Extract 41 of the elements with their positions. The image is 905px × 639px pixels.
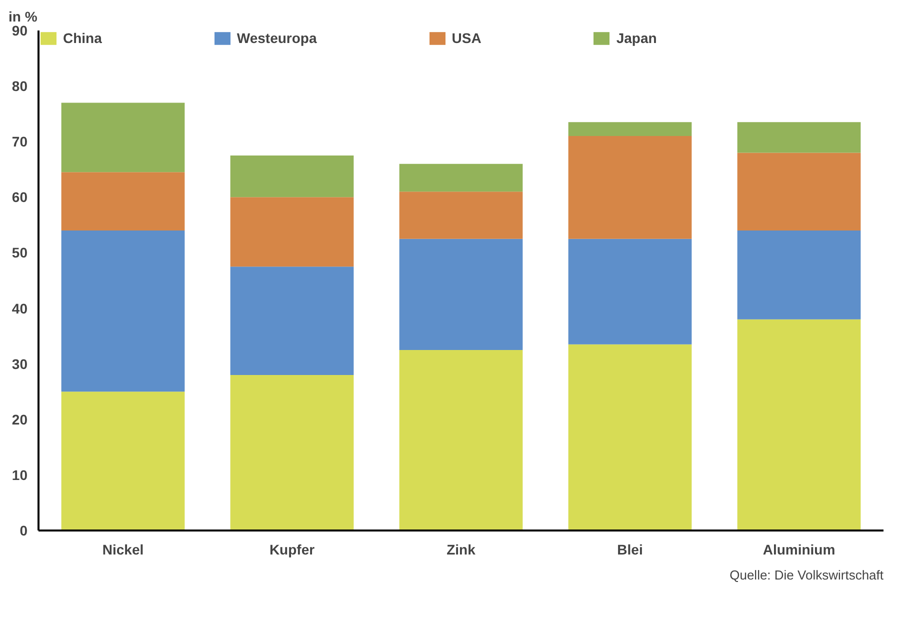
bar xyxy=(737,319,861,530)
bar xyxy=(568,122,692,136)
bar xyxy=(61,392,185,530)
bar xyxy=(737,230,861,320)
y-tick-label: 30 xyxy=(12,356,28,372)
bar xyxy=(230,197,354,267)
x-tick-label: Aluminium xyxy=(762,542,836,558)
bar xyxy=(230,266,354,375)
bar xyxy=(399,164,523,192)
y-tick-label: 90 xyxy=(12,22,28,38)
y-tick-label: 60 xyxy=(12,189,28,206)
y-tick-label: 50 xyxy=(12,244,28,261)
bar xyxy=(61,102,185,172)
y-tick-label: 40 xyxy=(12,300,28,316)
y-tick-label: 10 xyxy=(12,466,28,483)
x-tick-label: Zink xyxy=(446,542,476,558)
bar xyxy=(737,152,861,230)
x-tick-label: Kupfer xyxy=(269,542,316,558)
bar xyxy=(568,136,692,239)
bar xyxy=(568,238,692,344)
y-tick-label: 70 xyxy=(12,134,28,150)
bar xyxy=(399,192,523,239)
bar xyxy=(230,156,354,198)
bar xyxy=(399,238,523,350)
legend-label: China xyxy=(63,30,102,46)
bar xyxy=(230,374,354,530)
bar xyxy=(737,122,861,153)
y-tick-label: 20 xyxy=(12,411,28,428)
bar xyxy=(568,344,692,530)
x-tick-label: Nickel xyxy=(102,542,144,558)
bar xyxy=(61,230,185,392)
x-tick-label: Blei xyxy=(617,542,643,558)
bar xyxy=(399,350,523,530)
source-note: Quelle: Die Volkswirtschaft xyxy=(730,568,884,582)
legend-label: Westeuropa xyxy=(236,30,317,46)
y-tick-label: 80 xyxy=(12,78,28,94)
legend-label: USA xyxy=(452,30,482,46)
legend-label: Japan xyxy=(616,30,657,46)
bar xyxy=(61,172,185,230)
y-tick-label: 0 xyxy=(20,522,28,538)
y-axis-title: in % xyxy=(8,8,38,24)
